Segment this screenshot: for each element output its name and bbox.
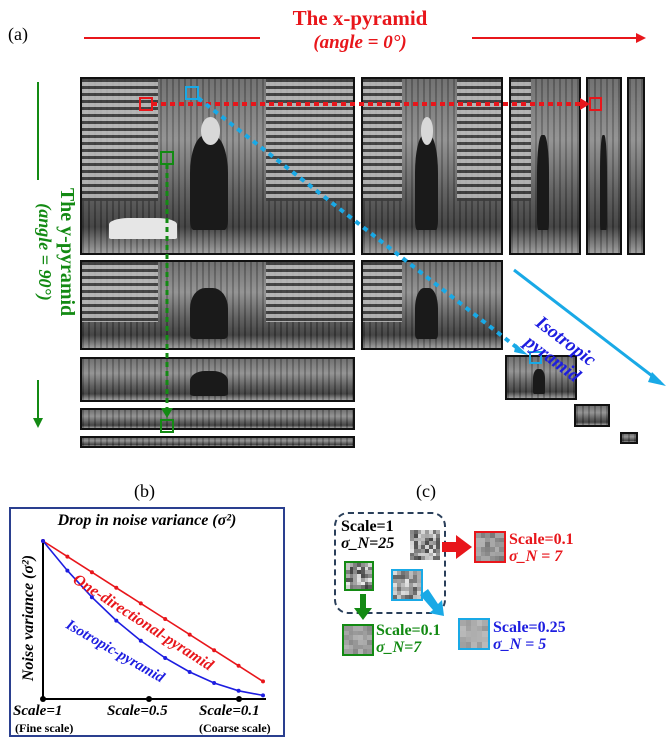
x-pyramid-arrow [84,33,646,43]
data-point [187,632,192,637]
green-patch-marker [160,151,174,165]
image-y-level-2 [80,357,355,402]
image-y-level-3 [80,408,355,430]
red-scale-label: Scale=0.1 [509,531,574,548]
data-point [41,539,45,543]
series-line-one-directional [42,540,264,683]
image-iso-level-4 [620,432,638,444]
data-point [138,638,143,643]
red-arrow [442,535,472,559]
fine-scale-label: (Fine scale) [15,721,74,735]
data-point [236,688,241,693]
red-patch-marker [139,97,153,111]
tick-scale-0-1: Scale=0.1 [199,703,260,719]
x-pyramid-angle: (angle = 0°) [313,32,407,53]
image-x-level-2 [509,77,581,255]
panel-c-arrows [354,535,472,620]
pyramid-arrows [139,86,666,433]
data-point [187,670,192,674]
data-point [163,617,168,621]
chart-title: Drop in noise variance (σ²) [57,512,237,529]
green-sigma-label: σ_N=7 [376,639,422,656]
data-point [65,554,70,559]
noise-patch-green-source [344,561,374,591]
noise-patch-scale1 [410,530,440,560]
image-iso-level-1 [361,260,503,350]
noise-patch-blue [458,618,490,650]
blue-arrow [420,589,444,616]
data-point [114,618,119,623]
scale1-group [334,512,446,614]
scale1-sigma: σ_N=25 [341,535,395,552]
data-point [163,656,168,660]
data-point [114,585,119,590]
red-sigma-label: σ_N = 7 [509,548,563,565]
data-point [261,693,265,698]
panel-label-a: (a) [8,24,28,44]
cyan-patch-marker [185,86,199,100]
data-point [261,679,265,684]
data-point [89,570,94,575]
iso-pyramid-arrow [513,268,661,384]
tick-scale-0-5: Scale=0.5 [107,703,168,719]
noise-variance-chart: Drop in noise variance (σ²) Noise varian… [9,507,285,737]
cyan-dotted-arrow [196,96,522,352]
panel-label-c: (c) [416,481,436,501]
data-point [65,568,70,573]
tick-scale-1: Scale=1 [13,703,63,719]
green-scale-label: Scale=0.1 [376,622,441,639]
image-y-level-4 [80,436,355,448]
image-x-level-3 [586,77,622,255]
image-x-level-4 [627,77,645,255]
image-x-level-1 [361,77,503,255]
data-point [212,648,217,653]
noise-patch-red [474,531,506,563]
series-line-isotropic [42,540,264,697]
green-arrow [354,594,372,620]
coarse-scale-label: (Coarse scale) [199,721,271,735]
data-point [138,601,143,606]
data-point [236,663,241,668]
noise-patch-green [342,624,374,656]
image-y-level-1 [80,260,355,350]
panel-label-b: (b) [134,481,155,501]
image-iso-level-3 [574,404,610,427]
blue-sigma-label: σ_N = 5 [493,636,547,653]
noise-patch-blue-source [391,569,423,601]
x-pyramid-title: The x-pyramid [292,6,428,30]
blue-scale-label: Scale=0.25 [493,619,566,636]
y-pyramid-arrow [33,82,43,428]
image-scale-full [80,77,355,255]
chart-plot [40,539,266,702]
data-point [212,681,217,685]
data-point [89,595,94,600]
scale1-label: Scale=1 [341,518,394,535]
